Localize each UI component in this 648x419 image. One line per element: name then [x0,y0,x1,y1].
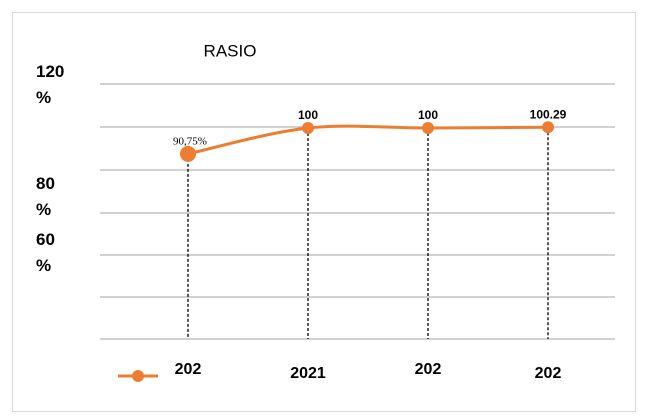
data-point [302,122,314,134]
x-tick-label: 2021 [290,365,326,382]
data-label: 90,75% [173,135,207,147]
grid [100,83,615,340]
y-tick-label: 80 % [36,174,55,219]
data-label: 100.29 [530,107,567,121]
x-tick-label: 202 [415,361,442,378]
data-point [422,122,434,134]
data-label: 100 [298,108,318,122]
data-point [542,121,554,134]
y-tick-label: 60 % [36,230,55,275]
series-line [187,124,549,156]
x-tick-label: 202 [175,361,202,378]
chart-frame [12,12,636,412]
y-tick-label: 120 % [36,62,65,107]
legend-marker [132,370,144,382]
data-point [180,145,196,162]
x-tick-label: 202 [535,365,562,382]
data-label: 100 [418,108,438,122]
chart-title: RASIO [204,41,257,60]
